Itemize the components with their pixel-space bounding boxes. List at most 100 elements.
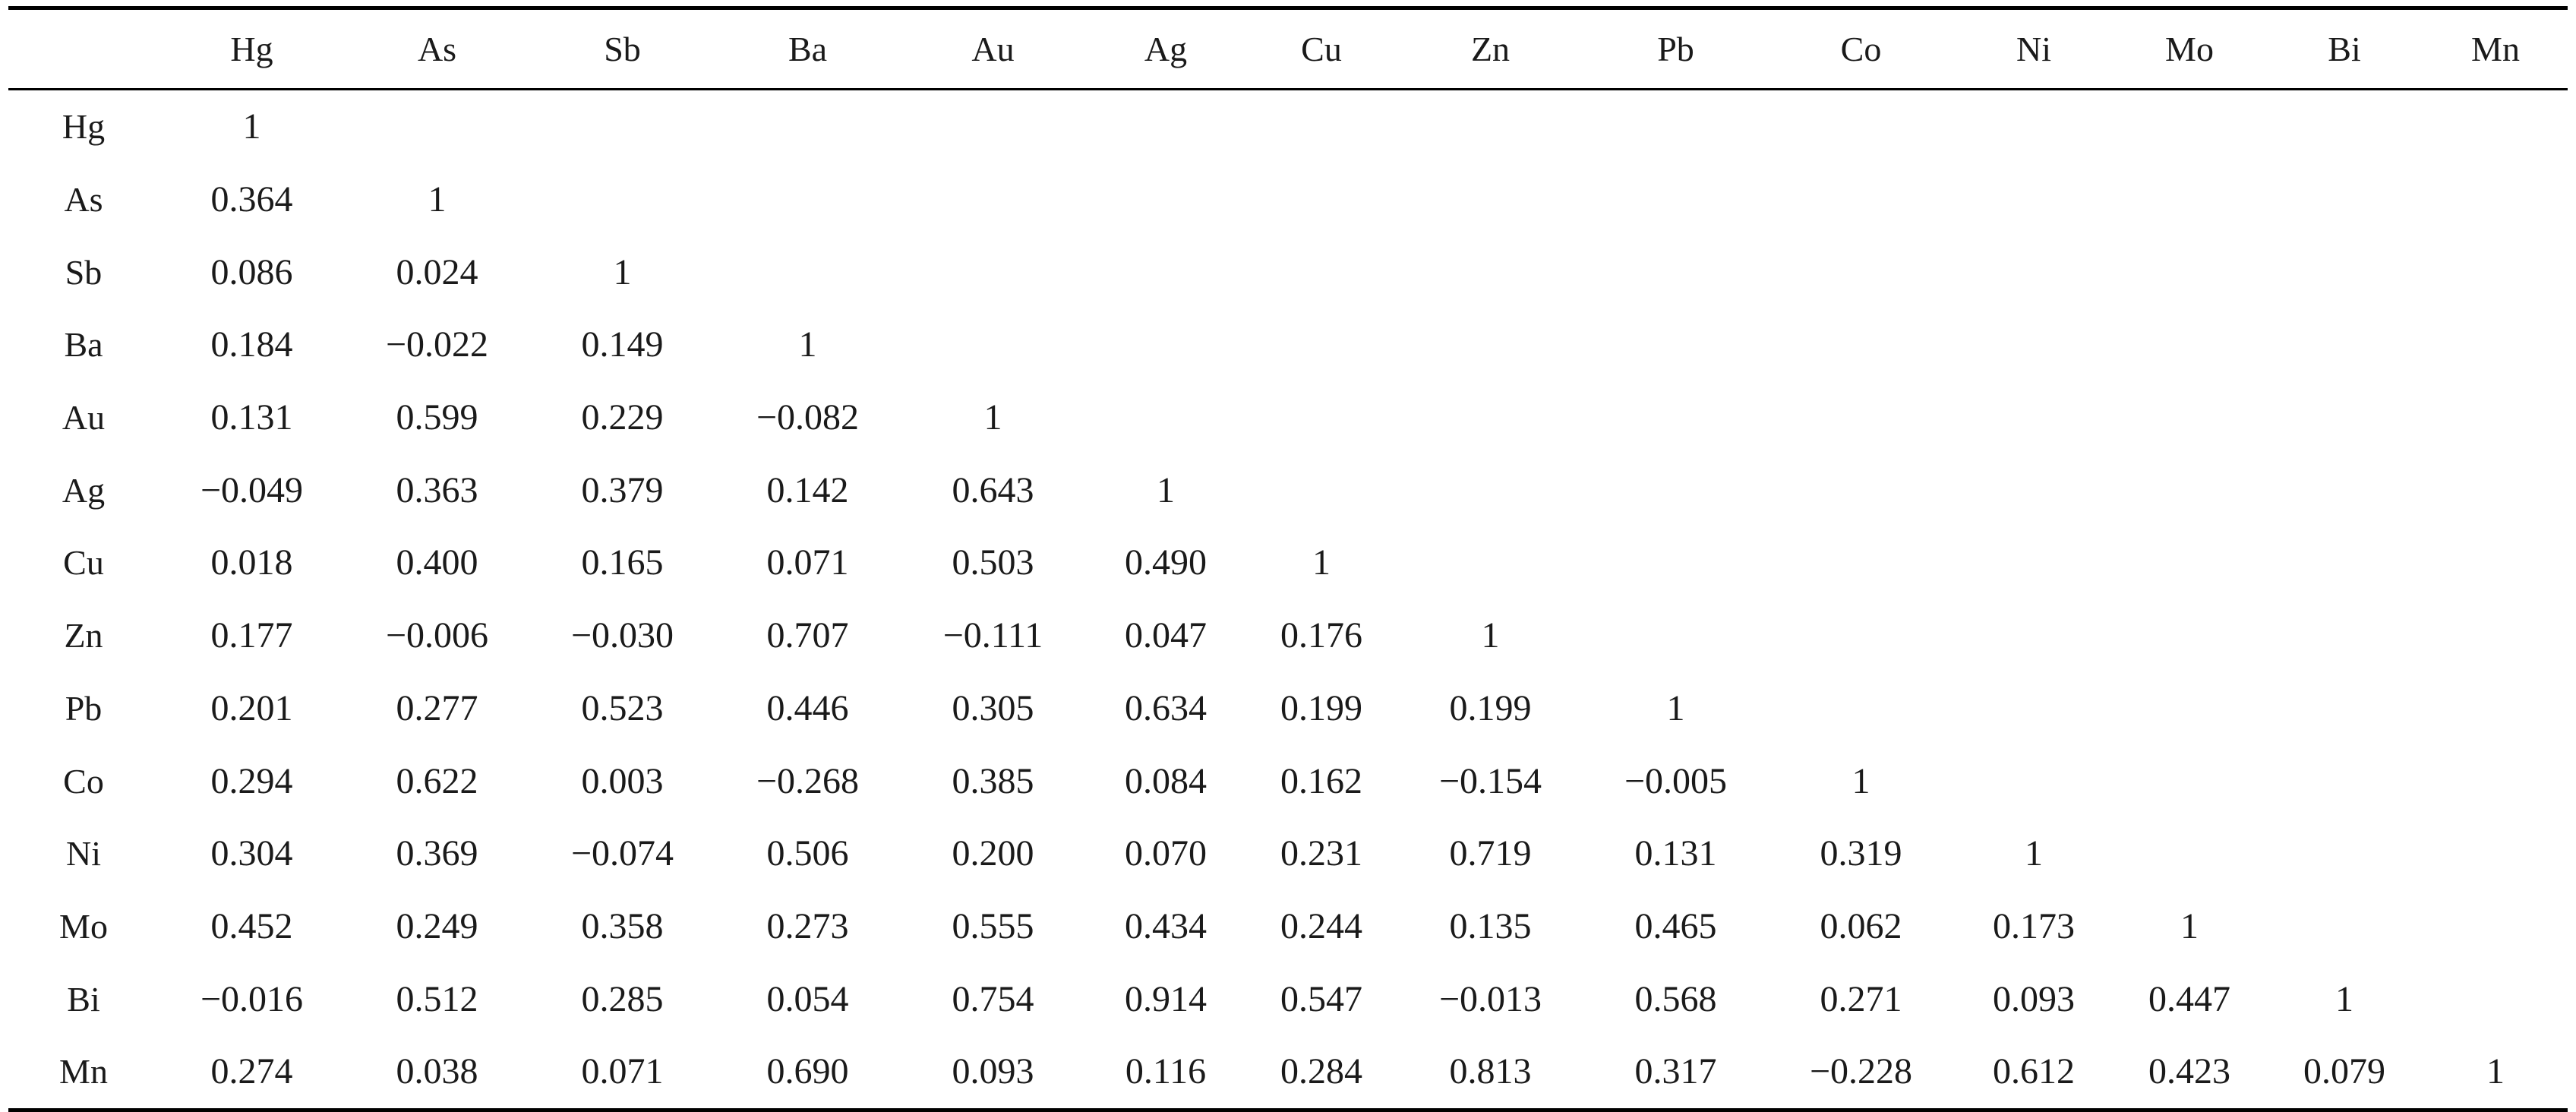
table-row: Ni 0.304 0.369 −0.074 0.506 0.200 0.070 0.231 0.…: [8, 817, 2568, 890]
table-cell: 0.423: [2114, 1035, 2265, 1112]
table-cell: 0.612: [1954, 1035, 2114, 1112]
empty-cell: [1583, 599, 1768, 672]
table-cell: 0.364: [210, 179, 293, 220]
table-cell: 0.038: [345, 1035, 529, 1112]
table-cell: 0.229: [581, 397, 664, 438]
table-row: Hg 1: [8, 90, 2568, 163]
empty-cell: [1954, 526, 2114, 599]
empty-cell: [2114, 599, 2265, 672]
table-cell: 0.465: [1634, 905, 1717, 946]
row-header: Co: [63, 761, 104, 801]
table-cell: 0.131: [210, 397, 293, 438]
empty-cell: [1954, 308, 2114, 381]
table-cell: 0.273: [766, 905, 849, 946]
table-cell: −0.013: [1438, 978, 1542, 1019]
header-corner-cell: [8, 6, 159, 90]
column-header: Mn: [2423, 6, 2568, 90]
empty-cell: [1397, 381, 1583, 454]
empty-cell: [1954, 90, 2114, 163]
empty-cell: [900, 163, 1086, 236]
row-header: Ag: [62, 470, 106, 510]
table-cell: −0.005: [1624, 760, 1728, 801]
empty-cell: [2114, 672, 2265, 745]
table-cell: −0.022: [385, 324, 489, 365]
table-cell: 0.162: [1280, 760, 1362, 801]
empty-cell: [1768, 381, 1954, 454]
table-cell: 0.643: [952, 469, 1034, 510]
empty-cell: [1768, 599, 1954, 672]
row-header: Ni: [66, 834, 101, 873]
table-cell: 1: [2025, 833, 2043, 874]
empty-cell: [1768, 163, 1954, 236]
column-header: Zn: [1397, 6, 1583, 90]
table-cell: 0.084: [1125, 760, 1207, 801]
table-cell: −0.268: [756, 760, 860, 801]
table-cell: 0.754: [952, 978, 1034, 1019]
empty-cell: [900, 235, 1086, 308]
column-header: Mo: [2114, 6, 2265, 90]
empty-cell: [1086, 308, 1245, 381]
empty-cell: [2423, 744, 2568, 817]
row-header: Au: [62, 398, 106, 438]
row-header: Sb: [65, 252, 103, 292]
table-row: Pb 0.201 0.277 0.523 0.446 0.305 0.634 0.199 0.1…: [8, 672, 2568, 745]
table-cell: 0.271: [1820, 978, 1902, 1019]
table-cell: 0.079: [2265, 1035, 2423, 1112]
empty-cell: [1768, 453, 1954, 526]
empty-cell: [1245, 453, 1397, 526]
table-cell: 0.116: [1086, 1035, 1245, 1112]
column-header: Ba: [715, 6, 900, 90]
table-cell: 0.319: [1820, 833, 1902, 874]
table-cell: 0.568: [1634, 978, 1717, 1019]
empty-cell: [1245, 308, 1397, 381]
table-cell: 1: [2335, 978, 2353, 1019]
empty-cell: [2114, 817, 2265, 890]
row-header: Pb: [65, 688, 103, 728]
table-row: Bi −0.016 0.512 0.285 0.054 0.754 0.914 0.547 −0…: [8, 962, 2568, 1035]
empty-cell: [2265, 163, 2423, 236]
empty-cell: [345, 90, 529, 163]
empty-cell: [2423, 599, 2568, 672]
table-cell: 1: [1666, 687, 1685, 728]
empty-cell: [2114, 235, 2265, 308]
empty-cell: [2114, 526, 2265, 599]
empty-cell: [1245, 90, 1397, 163]
empty-cell: [1245, 163, 1397, 236]
table-cell: −0.049: [200, 469, 304, 510]
empty-cell: [2423, 235, 2568, 308]
empty-cell: [1086, 235, 1245, 308]
empty-cell: [2423, 526, 2568, 599]
empty-cell: [2423, 381, 2568, 454]
empty-cell: [715, 90, 900, 163]
empty-cell: [2114, 744, 2265, 817]
empty-cell: [1954, 672, 2114, 745]
table-cell: 0.093: [1993, 978, 2075, 1019]
empty-cell: [1397, 453, 1583, 526]
row-header: As: [64, 180, 103, 220]
column-header: Ni: [1954, 6, 2114, 90]
table-cell: 0.135: [1449, 905, 1532, 946]
empty-cell: [2265, 308, 2423, 381]
table-cell: −0.074: [570, 833, 674, 874]
table-cell: 0.018: [210, 542, 293, 583]
empty-cell: [715, 235, 900, 308]
table-cell: 0.285: [581, 978, 664, 1019]
row-header: Mo: [59, 906, 108, 946]
empty-cell: [2265, 235, 2423, 308]
empty-cell: [900, 308, 1086, 381]
table-cell: 0.452: [210, 905, 293, 946]
empty-cell: [1954, 744, 2114, 817]
empty-cell: [2423, 672, 2568, 745]
empty-cell: [1768, 308, 1954, 381]
table-cell: 0.131: [1634, 833, 1717, 874]
row-header: Bi: [67, 979, 100, 1019]
column-header: Au: [900, 6, 1086, 90]
table-cell: 1: [2423, 1035, 2568, 1112]
empty-cell: [1954, 235, 2114, 308]
table-cell: 0.622: [396, 760, 478, 801]
table-cell: 0.024: [396, 251, 478, 292]
table-cell: 0.070: [1125, 833, 1207, 874]
empty-cell: [1086, 381, 1245, 454]
empty-cell: [2265, 453, 2423, 526]
correlation-matrix-table: Hg As Sb Ba Au Ag Cu Zn Pb Co Ni Mo Bi Mn Hg 1 As 0.364 1…: [8, 6, 2568, 1112]
